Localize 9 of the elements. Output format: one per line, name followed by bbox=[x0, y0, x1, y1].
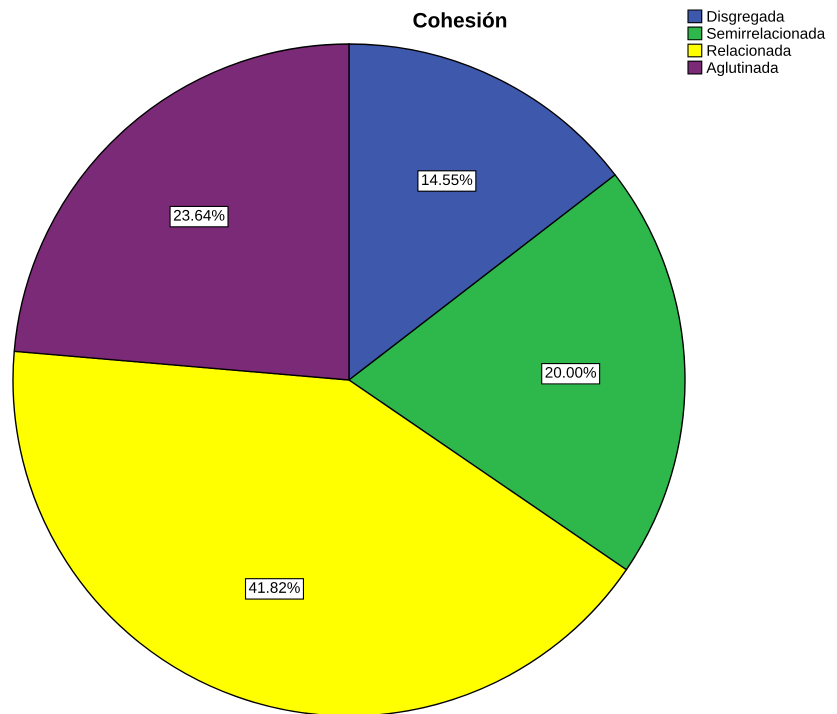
legend-label: Aglutinada bbox=[706, 62, 779, 76]
data-label: 23.64% bbox=[174, 210, 224, 221]
data-label: 20.00% bbox=[546, 366, 596, 378]
legend-label: Disgregada bbox=[708, 10, 784, 25]
legend-label: Relacionada bbox=[708, 44, 792, 56]
data-label: 14.55% bbox=[422, 174, 472, 186]
legend-label: Semirrelacionada bbox=[707, 28, 826, 39]
chart-title: Cohesión bbox=[413, 12, 506, 28]
data-label: 41.82% bbox=[248, 582, 300, 593]
